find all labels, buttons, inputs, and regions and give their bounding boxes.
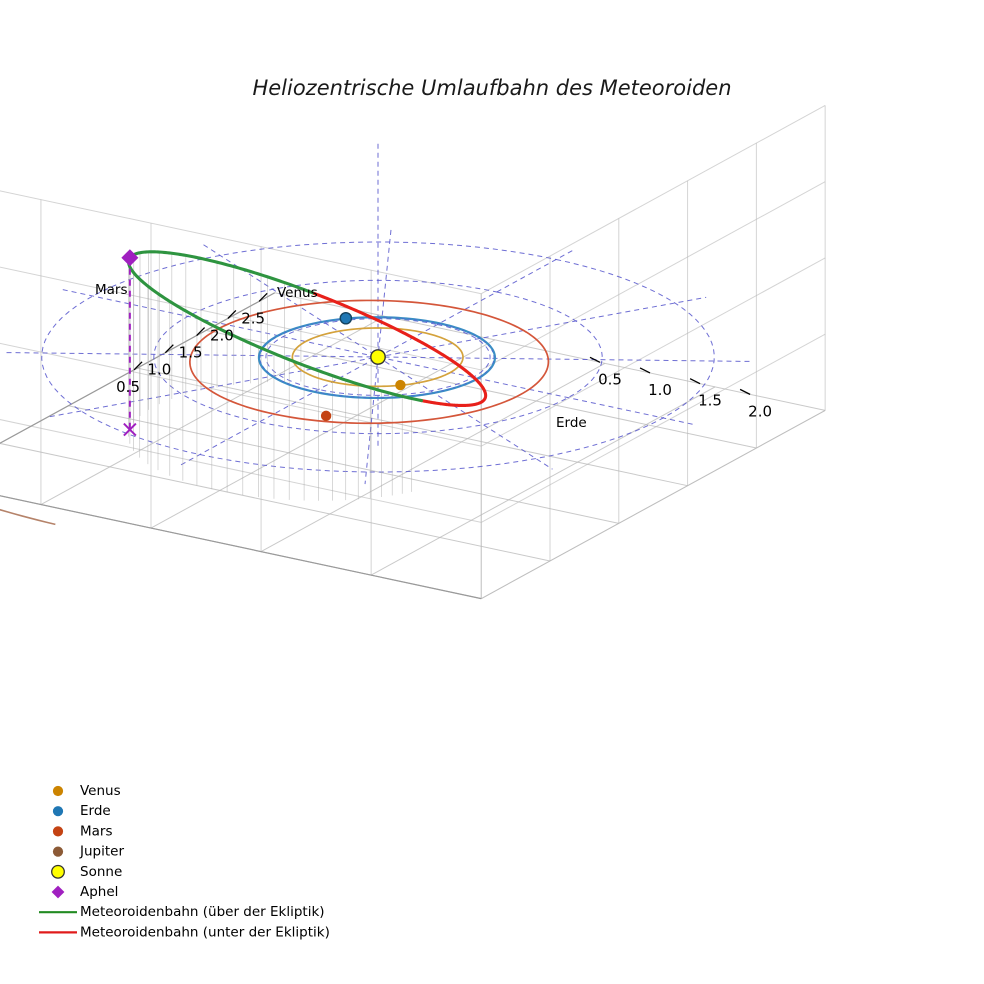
body-markers — [121, 249, 406, 437]
legend-label: Meteoroidenbahn (über der Ekliptik) — [80, 904, 325, 920]
legend-label: Erde — [80, 803, 111, 819]
legend-marker-jupiter — [52, 846, 64, 857]
legend-marker-aphel — [51, 885, 65, 899]
erde-marker — [339, 311, 353, 325]
axes-panes — [0, 105, 826, 600]
mars-label: Mars — [95, 282, 128, 298]
legend-marker-mars — [52, 826, 64, 837]
legend-label: Mars — [80, 823, 113, 839]
tick-label: 0.5 — [598, 370, 622, 388]
tick-label: 2.0 — [210, 326, 234, 344]
axis-ticks: 0.51.01.52.02.50.51.01.52.01.51.00.50.0−… — [116, 292, 772, 420]
venus-label: Venus — [277, 285, 318, 301]
ecliptic-polar-grid — [6, 140, 750, 485]
aphelion-marker — [121, 249, 139, 267]
meteoroid-orbit — [127, 250, 488, 408]
page-title: Heliozentrische Umlaufbahn des Meteoroid… — [252, 76, 731, 100]
tick-label: 1.0 — [147, 361, 171, 379]
legend-marker-venus — [52, 785, 64, 797]
legend-label: Sonne — [80, 864, 122, 880]
legend-label: Venus — [80, 783, 121, 799]
tick-label: 2.5 — [241, 309, 265, 327]
legend-marker-sonne — [51, 864, 65, 879]
legend-label: Jupiter — [79, 844, 124, 860]
legend-label: Aphel — [80, 884, 118, 900]
tick-label: 1.5 — [179, 344, 203, 362]
sun-marker — [370, 349, 386, 365]
tick-label: 2.0 — [748, 402, 772, 420]
legend: Venus Erde Mars Jupiter Sonne Aphel Meteoroide… — [39, 783, 330, 940]
legend-label: Meteoroidenbahn (unter der Ekliptik) — [80, 924, 330, 940]
venus-marker — [395, 379, 406, 391]
planet-orbits — [0, 299, 550, 526]
tick-label: 0.5 — [116, 378, 140, 396]
tick-label: 1.0 — [648, 381, 672, 399]
aphelion-projection-marker — [123, 422, 137, 437]
legend-marker-erde — [52, 806, 64, 817]
tick-label: 1.5 — [698, 392, 722, 410]
erde-label: Erde — [556, 415, 587, 431]
mars-marker — [320, 410, 332, 422]
